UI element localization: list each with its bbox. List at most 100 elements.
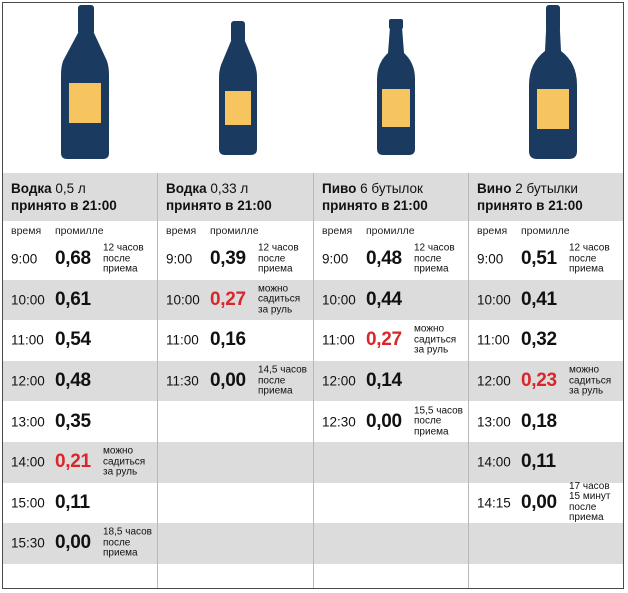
row-time: 15:00 — [11, 495, 45, 511]
table-row: 11:00 0,27 можно садиться за руль — [314, 320, 468, 361]
row-time: 10:00 — [11, 292, 45, 308]
row-note: можно садиться за руль — [103, 445, 146, 478]
table-row — [158, 523, 313, 564]
promille-value: 0,11 — [55, 491, 90, 513]
row-note: 15,5 часов после приема — [414, 404, 463, 437]
promille-value: 0,14 — [366, 370, 402, 392]
drink-amount: 2 бутылки — [511, 181, 578, 196]
table-row: 14:15 0,00 17 часов 15 минут после приема — [469, 480, 623, 524]
row-time: 12:30 — [322, 414, 356, 430]
row-note: 14,5 часов после приема — [258, 364, 307, 397]
drink-amount: 0,5 л — [51, 181, 86, 196]
promille-value: 0,23 — [521, 370, 557, 392]
vodka-bottle-small-icon — [219, 21, 257, 155]
row-time: 10:00 — [477, 292, 511, 308]
promille-value: 0,00 — [55, 532, 91, 554]
drink-header: Вино 2 бутылки принято в 21:00 — [469, 173, 623, 221]
table-row: 12:00 0,48 — [3, 360, 157, 402]
table-row: 10:00 0,41 — [469, 279, 623, 321]
taken-time: принято в 21:00 — [477, 198, 583, 213]
table-row: 9:00 0,39 12 часов после приема — [158, 239, 313, 280]
row-note: 12 часов после приема — [569, 242, 610, 275]
promille-value: 0,00 — [521, 491, 557, 513]
column-divider — [313, 173, 314, 588]
table-row: 12:00 0,23 можно садиться за руль — [469, 360, 623, 402]
drink-column: Вино 2 бутылки принято в 21:00 время промил… — [469, 173, 623, 564]
table-row: 13:00 0,35 — [3, 401, 157, 442]
promille-value: 0,41 — [521, 288, 557, 310]
table-row — [314, 483, 468, 524]
promille-column-label: промилле — [521, 225, 570, 237]
promille-value: 0,00 — [210, 370, 246, 392]
promille-value: 0,00 — [366, 410, 402, 432]
promille-value: 0,48 — [366, 248, 402, 270]
drink-name: Водка — [166, 181, 207, 196]
drink-header: Водка 0,33 л принято в 21:00 — [158, 173, 313, 221]
column-subheader: время промилле — [158, 221, 313, 239]
table-row: 11:00 0,16 — [158, 320, 313, 361]
table-row: 9:00 0,51 12 часов после приема — [469, 239, 623, 280]
vodka-bottle-large-icon — [61, 5, 109, 159]
promille-column-label: промилле — [210, 225, 259, 237]
time-column-label: время — [477, 225, 508, 237]
column-subheader: время промилле — [3, 221, 157, 239]
table-row: 14:00 0,21 можно садиться за руль — [3, 441, 157, 483]
time-column-label: время — [11, 225, 42, 237]
promille-value: 0,61 — [55, 288, 91, 310]
promille-value: 0,35 — [55, 410, 91, 432]
promille-value: 0,16 — [210, 329, 246, 351]
row-time: 9:00 — [11, 251, 38, 267]
beer-bottle-icon — [377, 19, 415, 155]
row-time: 11:00 — [11, 332, 44, 348]
wine-bottle-icon — [529, 5, 577, 159]
row-note: 18,5 часов после приема — [103, 526, 152, 559]
promille-value: 0,44 — [366, 288, 402, 310]
row-time: 11:00 — [322, 332, 355, 348]
drink-amount: 0,33 л — [206, 181, 249, 196]
table-row — [158, 401, 313, 442]
row-time: 15:30 — [11, 535, 45, 551]
row-note: можно садиться за руль — [569, 364, 612, 397]
table-row: 10:00 0,27 можно садиться за руль — [158, 279, 313, 321]
promille-value: 0,27 — [210, 288, 246, 310]
row-time: 10:00 — [322, 292, 356, 308]
table-row: 9:00 0,48 12 часов после приема — [314, 239, 468, 280]
time-column-label: время — [166, 225, 197, 237]
row-time: 9:00 — [477, 251, 504, 267]
drink-amount: 6 бутылок — [356, 181, 423, 196]
row-note: 17 часов 15 минут после приема — [569, 480, 611, 524]
row-time: 9:00 — [322, 251, 349, 267]
table-row: 10:00 0,61 — [3, 279, 157, 321]
table-row — [314, 523, 468, 564]
promille-value: 0,39 — [210, 248, 246, 270]
taken-time: принято в 21:00 — [322, 198, 428, 213]
promille-value: 0,27 — [366, 329, 402, 351]
table-row: 15:00 0,11 — [3, 483, 157, 524]
table-row: 15:30 0,00 18,5 часов после приема — [3, 523, 157, 564]
row-note: 12 часов после приема — [414, 242, 455, 275]
promille-value: 0,54 — [55, 329, 91, 351]
row-time: 11:00 — [477, 332, 510, 348]
row-time: 9:00 — [166, 251, 193, 267]
drink-column: Пиво 6 бутылок принято в 21:00 время промил… — [314, 173, 468, 564]
table-row: 11:30 0,00 14,5 часов после приема — [158, 360, 313, 402]
row-time: 13:00 — [477, 414, 511, 430]
table-row: 9:00 0,68 12 часов после приема — [3, 239, 157, 280]
row-time: 12:00 — [477, 373, 511, 389]
time-column-label: время — [322, 225, 353, 237]
promille-column-label: промилле — [366, 225, 415, 237]
row-time: 13:00 — [11, 414, 45, 430]
table-row: 10:00 0,44 — [314, 279, 468, 321]
table-row — [158, 441, 313, 483]
bottle-illustrations — [61, 5, 577, 159]
table-row: 14:00 0,11 — [469, 441, 623, 483]
row-note: 12 часов после приема — [103, 242, 144, 275]
row-time: 11:30 — [166, 373, 199, 389]
column-subheader: время промилле — [314, 221, 468, 239]
table-row: 12:00 0,14 — [314, 360, 468, 402]
row-note: можно садиться за руль — [258, 283, 301, 316]
drink-column: Водка 0,5 л принято в 21:00 время промилле 9… — [3, 173, 157, 564]
table-row — [469, 523, 623, 564]
column-subheader: время промилле — [469, 221, 623, 239]
